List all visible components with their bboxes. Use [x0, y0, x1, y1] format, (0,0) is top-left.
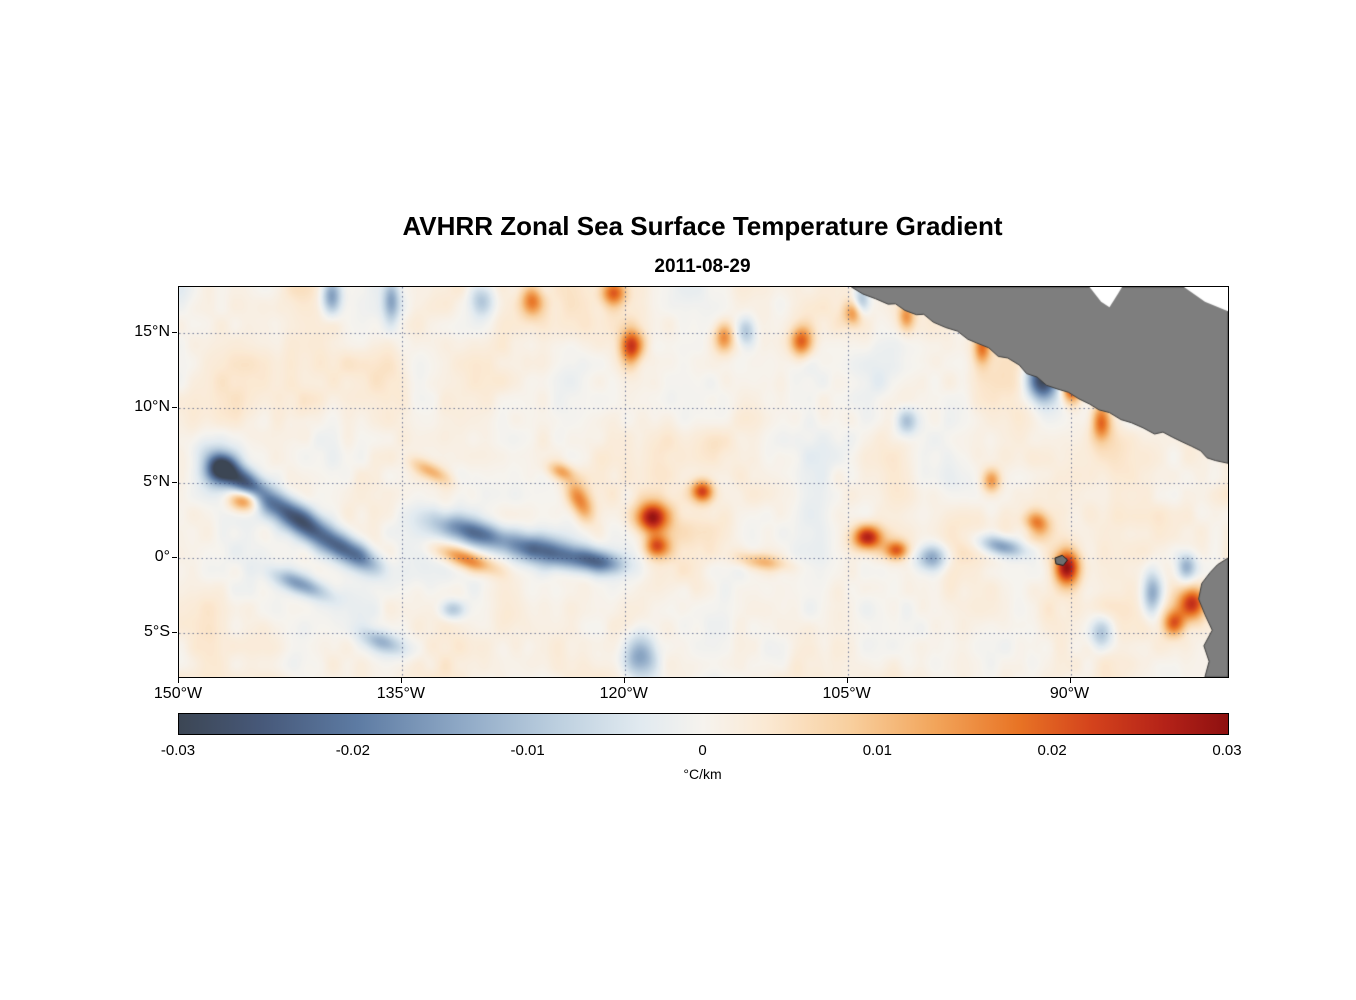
colorbar-tick-label: 0.01: [862, 742, 892, 759]
x-tick-mark: [847, 678, 848, 683]
x-tick-mark: [401, 678, 402, 683]
colorbar-tick-label: -0.03: [160, 742, 196, 759]
figure-date: 2011-08-29: [654, 256, 751, 277]
y-tick-label: 0°: [154, 547, 170, 565]
y-tick-mark: [172, 332, 177, 333]
x-tick-label: 90°W: [1049, 685, 1090, 702]
y-tick-mark: [172, 482, 177, 483]
map-canvas: [179, 287, 1228, 677]
x-tick-label: 120°W: [599, 685, 648, 702]
x-tick-mark: [178, 678, 179, 683]
colorbar-unit-label: °C/km: [683, 766, 722, 782]
map-plot: [178, 286, 1229, 678]
y-tick-mark: [172, 407, 177, 408]
x-tick-mark: [624, 678, 625, 683]
y-tick-label: 10°N: [134, 398, 170, 416]
y-tick-mark: [172, 557, 177, 558]
colorbar-tick-label: -0.01: [510, 742, 545, 759]
y-tick-label: 15°N: [134, 323, 170, 341]
colorbar-gradient: [179, 714, 1228, 734]
x-tick-label: 105°W: [822, 685, 871, 702]
figure-title: AVHRR Zonal Sea Surface Temperature Grad…: [402, 211, 1003, 241]
y-tick-label: 5°N: [143, 473, 170, 491]
colorbar-tick-label: -0.02: [335, 742, 370, 759]
x-tick-mark: [1070, 678, 1071, 683]
colorbar-tick-label: 0.03: [1212, 742, 1242, 759]
x-tick-label: 150°W: [153, 685, 203, 702]
colorbar-tick-label: 0: [698, 742, 707, 759]
y-tick-label: 5°S: [144, 622, 170, 640]
y-tick-mark: [172, 632, 177, 633]
colorbar-tick-label: 0.02: [1037, 742, 1067, 759]
x-tick-label: 135°W: [376, 685, 425, 702]
colorbar: [178, 713, 1229, 735]
